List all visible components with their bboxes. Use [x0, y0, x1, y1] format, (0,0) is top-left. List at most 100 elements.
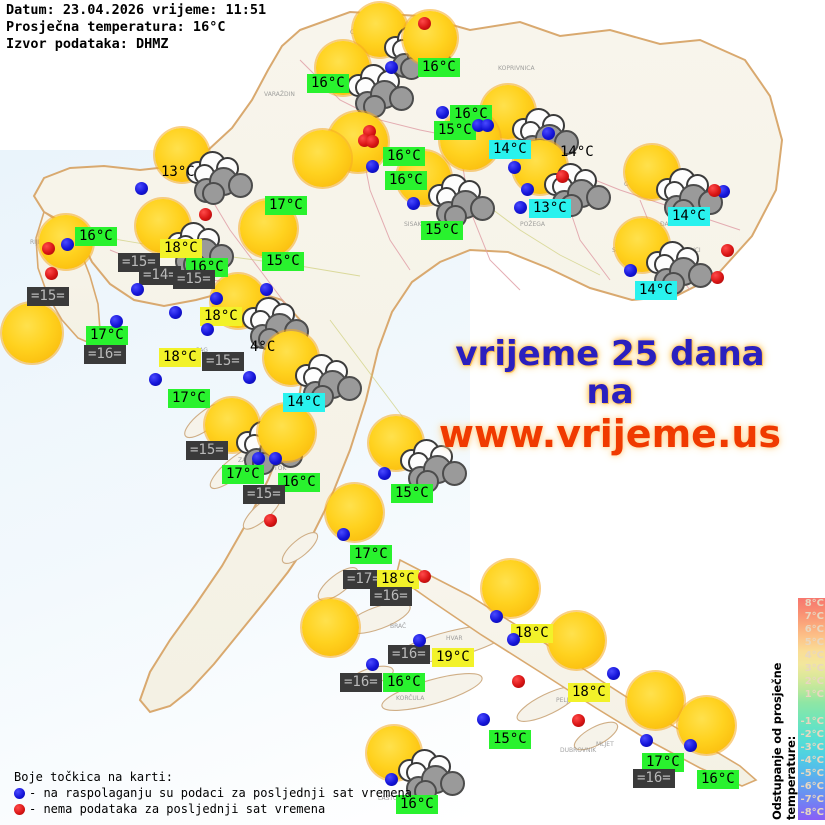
station-dot-blue[interactable]	[149, 373, 162, 386]
scale-tick: -4°C	[800, 754, 824, 766]
legend-item-red-label: - nema podataka za posljednji sat vremen…	[29, 802, 326, 816]
svg-text:OSIJEK: OSIJEK	[624, 181, 645, 188]
temperature-label: 15°C	[391, 484, 433, 503]
temperature-label: 13°C	[529, 199, 571, 218]
temperature-label: 17°C	[86, 326, 128, 345]
temperature-label: =17=	[343, 570, 385, 589]
svg-text:BJELOVAR: BJELOVAR	[566, 183, 595, 190]
station-dot-blue[interactable]	[201, 323, 214, 336]
temperature-label: 17°C	[642, 753, 684, 772]
svg-text:LASTOVO: LASTOVO	[378, 795, 407, 802]
scale-tick: 8°C	[804, 598, 824, 609]
temperature-label: =14=	[139, 266, 181, 285]
station-dot-blue[interactable]	[110, 315, 123, 328]
station-dot-red[interactable]	[45, 267, 58, 280]
temperature-label: 13°C	[161, 164, 195, 180]
scale-tick: -1°C	[800, 715, 824, 727]
header-date-time: Datum: 23.04.2026 vrijeme: 11:51	[6, 2, 267, 18]
temperature-label: 16°C	[418, 58, 460, 77]
station-dot-blue[interactable]	[684, 739, 697, 752]
station-dot-red[interactable]	[199, 208, 212, 221]
scale-gradient-bar: 8°C 7°C 6°C 5°C 4°C 3°C 2°C 1°C -1°C -2°C -3°C -4°C…	[798, 598, 825, 820]
svg-text:VINKOVCI: VINKOVCI	[672, 247, 701, 254]
station-dot-blue[interactable]	[436, 106, 449, 119]
station-dot-blue[interactable]	[624, 264, 637, 277]
station-dot-red[interactable]	[572, 714, 585, 727]
temperature-label: 17°C	[265, 196, 307, 215]
station-dot-red[interactable]	[418, 17, 431, 30]
station-dot-blue[interactable]	[542, 127, 555, 140]
temperature-label: 16°C	[278, 473, 320, 492]
map-header: Datum: 23.04.2026 vrijeme: 11:51 Prosječ…	[6, 2, 266, 53]
station-dot-blue[interactable]	[407, 197, 420, 210]
station-dot-blue[interactable]	[243, 371, 256, 384]
temperature-label: 14°C	[635, 281, 677, 300]
svg-text:DUBROVNIK: DUBROVNIK	[560, 747, 597, 754]
temperature-label: =16=	[388, 645, 430, 664]
station-dot-blue[interactable]	[640, 734, 653, 747]
station-dot-blue[interactable]	[413, 634, 426, 647]
station-dot-blue[interactable]	[521, 183, 534, 196]
temperature-label: 18°C	[160, 239, 202, 258]
scale-tick: -6°C	[800, 780, 824, 792]
scale-tick: 7°C	[804, 611, 824, 623]
legend-item-blue-label: - na raspolaganju su podaci za posljednj…	[29, 786, 412, 800]
station-dot-red[interactable]	[42, 242, 55, 255]
station-dot-red[interactable]	[512, 675, 525, 688]
temperature-label: =15=	[243, 485, 285, 504]
svg-text:SLAV.BROD: SLAV.BROD	[612, 247, 646, 254]
station-dot-blue[interactable]	[514, 201, 527, 214]
station-dot-blue[interactable]	[477, 713, 490, 726]
station-dot-blue[interactable]	[378, 467, 391, 480]
station-dot-red[interactable]	[721, 244, 734, 257]
station-dot-blue[interactable]	[61, 238, 74, 251]
station-dot-blue[interactable]	[481, 119, 494, 132]
svg-text:KORČULA: KORČULA	[396, 695, 425, 702]
station-dot-blue[interactable]	[260, 283, 273, 296]
temperature-label: 17°C	[168, 389, 210, 408]
svg-text:SISAK: SISAK	[404, 221, 423, 228]
temperature-label: 14°C	[668, 207, 710, 226]
temperature-label: =15=	[173, 270, 215, 289]
station-dot-blue[interactable]	[135, 182, 148, 195]
scale-tick: 2°C	[804, 676, 824, 688]
temperature-label: 15°C	[434, 121, 476, 140]
station-dot-blue[interactable]	[607, 667, 620, 680]
header-data-source: Izvor podataka: DHMZ	[6, 36, 169, 52]
station-dot-red[interactable]	[418, 570, 431, 583]
temperature-label: 18°C	[568, 683, 610, 702]
station-dot-blue[interactable]	[210, 292, 223, 305]
station-dot-blue[interactable]	[366, 160, 379, 173]
temperature-label: =15=	[202, 352, 244, 371]
station-dot-blue[interactable]	[337, 528, 350, 541]
scale-tick: 5°C	[804, 637, 824, 649]
station-dot-blue[interactable]	[269, 452, 282, 465]
station-dot-blue[interactable]	[490, 610, 503, 623]
station-dot-blue[interactable]	[169, 306, 182, 319]
temperature-label: 15°C	[421, 221, 463, 240]
station-dot-red[interactable]	[711, 271, 724, 284]
blue-dot-icon	[14, 787, 25, 799]
station-dot-red[interactable]	[556, 170, 569, 183]
temperature-label: 16°C	[307, 74, 349, 93]
station-dot-blue[interactable]	[507, 633, 520, 646]
temperature-label: 18°C	[377, 570, 419, 589]
station-dot-red[interactable]	[264, 514, 277, 527]
temperature-label: 15°C	[489, 730, 531, 749]
svg-text:MLJET: MLJET	[596, 741, 614, 748]
temperature-label: 4°C	[250, 339, 276, 355]
station-dot-red[interactable]	[708, 184, 721, 197]
station-dot-blue[interactable]	[131, 283, 144, 296]
station-dot-red[interactable]	[366, 135, 379, 148]
station-dot-blue[interactable]	[366, 658, 379, 671]
station-dot-blue[interactable]	[508, 161, 521, 174]
temperature-label: 19°C	[432, 648, 474, 667]
header-average-temperature: Prosječna temperatura: 16°C	[6, 19, 226, 35]
svg-text:KOPRIVNICA: KOPRIVNICA	[498, 65, 535, 72]
station-dot-blue[interactable]	[252, 452, 265, 465]
station-dot-blue[interactable]	[385, 61, 398, 74]
temperature-anomaly-scale: Odstupanje od prosječne temperature: 8°C…	[770, 598, 825, 820]
scale-tick: -8°C	[800, 806, 824, 818]
